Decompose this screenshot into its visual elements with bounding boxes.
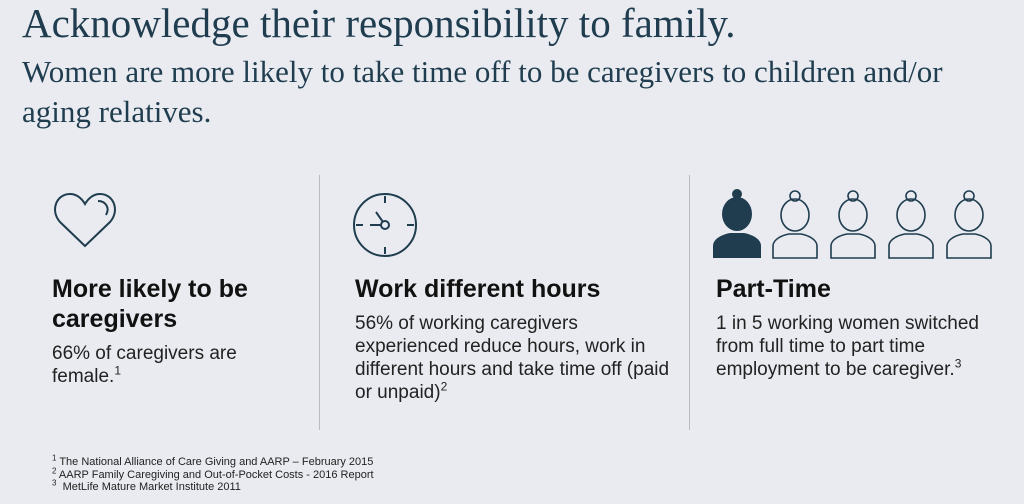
footnote-text: The National Alliance of Care Giving and… bbox=[59, 456, 374, 468]
footnotes: 1 The National Alliance of Care Giving a… bbox=[52, 453, 374, 494]
heart-outline bbox=[54, 192, 116, 248]
person-outline bbox=[946, 190, 992, 259]
footnote-marker: 1 bbox=[52, 453, 57, 463]
clock-hand bbox=[375, 211, 384, 223]
person-filled bbox=[713, 189, 761, 258]
person-outline bbox=[772, 190, 818, 259]
heart-accent bbox=[97, 200, 109, 216]
clock-face bbox=[353, 193, 417, 257]
body-text: 1 in 5 working women switched from full … bbox=[716, 313, 979, 380]
divider bbox=[319, 175, 320, 430]
body-text: 66% of caregivers are female. bbox=[52, 343, 237, 387]
footnote: 2 AARP Family Caregiving and Out-of-Pock… bbox=[52, 465, 374, 482]
column-heading: Work different hours bbox=[355, 275, 601, 303]
footnote: 3 MetLife Mature Market Institute 2011 bbox=[52, 478, 374, 494]
column-heading: Part-Time bbox=[716, 275, 831, 303]
person-outline-group bbox=[772, 190, 992, 259]
column-body: 56% of working caregivers experienced re… bbox=[355, 312, 670, 404]
footnote: 1 The National Alliance of Care Giving a… bbox=[52, 453, 374, 469]
divider bbox=[689, 175, 690, 430]
person-outline bbox=[888, 190, 934, 259]
footnote-marker: 2 bbox=[52, 465, 57, 475]
column: Work different hours 56% of working care… bbox=[355, 274, 670, 404]
column: Part-Time 1 in 5 working women switched … bbox=[716, 274, 1021, 381]
note-marker: 1 bbox=[114, 363, 121, 378]
column-body: 66% of caregivers are female.1 bbox=[52, 342, 297, 388]
footnote-text: AARP Family Caregiving and Out-of-Pocket… bbox=[58, 468, 374, 481]
note-marker: 2 bbox=[440, 379, 448, 394]
subtitle: Women are more likely to take time off t… bbox=[22, 54, 943, 129]
body-text: 56% of working caregivers experienced re… bbox=[355, 313, 670, 403]
clock-icon bbox=[353, 193, 417, 257]
person-outline bbox=[830, 190, 876, 259]
footnote-marker: 3 bbox=[52, 478, 57, 488]
footnote-text: MetLife Mature Market Institute 2011 bbox=[62, 481, 241, 493]
column-heading: More likely to be caregivers bbox=[52, 275, 248, 333]
note-marker: 3 bbox=[954, 356, 962, 371]
column-body: 1 in 5 working women switched from full … bbox=[716, 312, 1021, 381]
column: More likely to be caregivers 66% of care… bbox=[52, 274, 297, 388]
heart-icon bbox=[54, 192, 116, 248]
people-icons bbox=[713, 189, 992, 259]
title: Acknowledge their responsibility to fami… bbox=[22, 0, 736, 46]
